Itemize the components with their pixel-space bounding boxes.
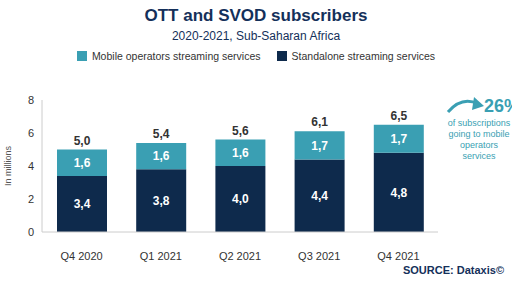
svg-text:1,6: 1,6 [153,149,170,163]
svg-text:8: 8 [28,94,34,106]
svg-text:3,8: 3,8 [153,194,170,208]
html-text:OTT and SVOD subscribers: OTT and SVOD subscribers [144,6,368,25]
svg-text:6: 6 [28,127,34,139]
html-text:2020-2021, Sub-Saharan Africa: 2020-2021, Sub-Saharan Africa [171,29,341,43]
svg-text:1,7: 1,7 [311,139,328,153]
svg-text:1,7: 1,7 [390,132,407,146]
html-text:SOURCE: Dataxis©: SOURCE: Dataxis© [403,264,504,276]
svg-text:5,0: 5,0 [74,134,91,148]
html-text:of subscriptions going to mobi: of subscriptions going to mobile operato… [447,118,511,161]
svg-text:In millions: In millions [8,145,13,186]
svg-text:4,0: 4,0 [232,192,249,206]
svg-text:4,4: 4,4 [311,189,328,203]
svg-text:5,6: 5,6 [232,124,249,138]
svg-text:4: 4 [28,160,34,172]
html-text:Standalone streaming services: Standalone streaming services [291,50,436,62]
svg-text:Q4 2021: Q4 2021 [377,250,419,262]
svg-text:3,4: 3,4 [74,197,91,211]
svg-text:Q4 2020: Q4 2020 [60,250,102,262]
svg-text:6,1: 6,1 [311,115,328,129]
svg-text:4,8: 4,8 [390,186,407,200]
svg-text:2: 2 [28,193,34,205]
svg-text:5,4: 5,4 [153,127,170,141]
svg-text:1,6: 1,6 [232,146,249,160]
svg-text:Q1 2021: Q1 2021 [140,250,182,262]
svg-text:1,6: 1,6 [74,156,91,170]
html-text:Mobile operators streaming ser: Mobile operators streaming services [91,50,261,62]
svg-text:Q3 2021: Q3 2021 [298,250,340,262]
svg-text:Q2 2021: Q2 2021 [219,250,261,262]
svg-text:0: 0 [28,226,34,238]
svg-text:6,5: 6,5 [390,109,407,123]
